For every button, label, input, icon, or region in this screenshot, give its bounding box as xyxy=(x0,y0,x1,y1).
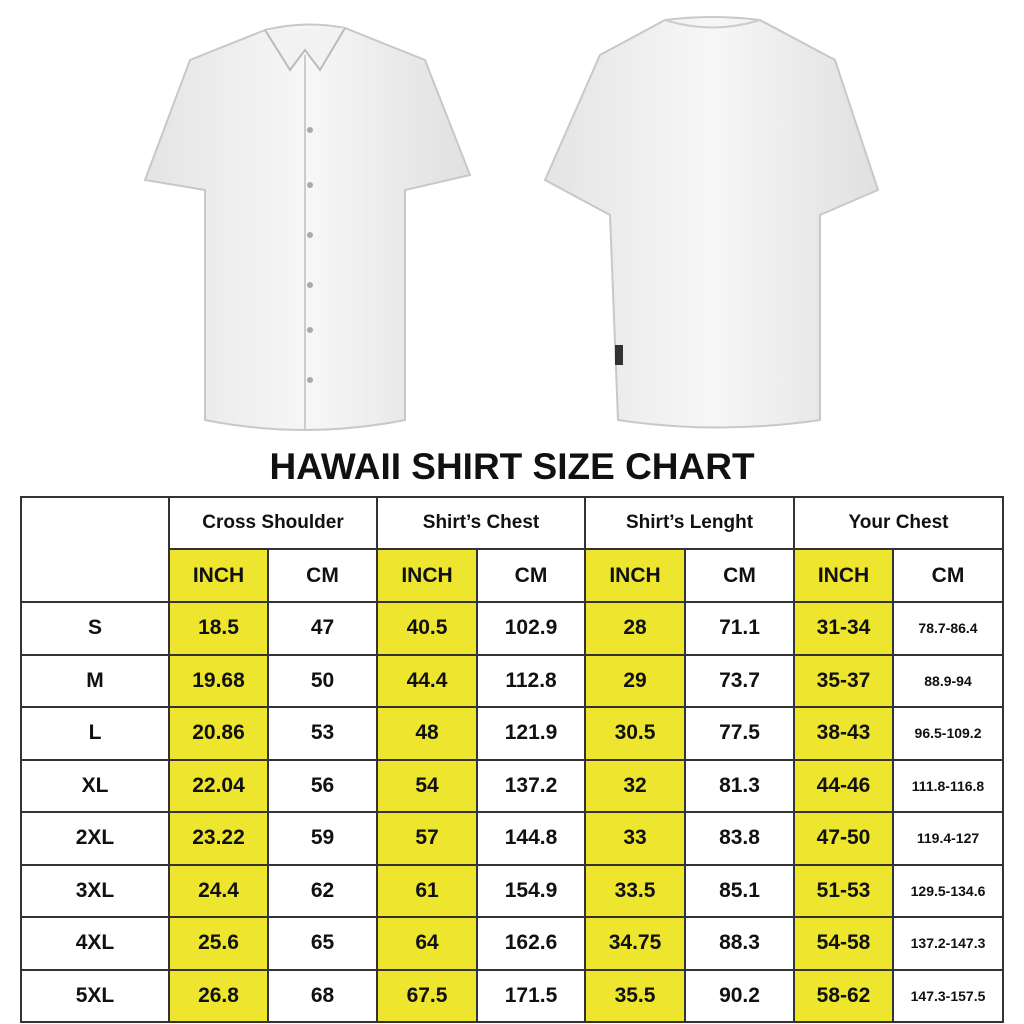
cm-value: 119.4-127 xyxy=(892,811,1005,866)
table-row: 3XL 24.4 62 61 154.9 33.5 85.1 51-53 129.5-134.6 xyxy=(20,863,1005,918)
cm-value: 162.6 xyxy=(476,916,587,971)
cm-value: 85.1 xyxy=(684,863,796,918)
table-row: 2XL 23.22 59 57 144.8 33 83.8 47-50 119.4-127 xyxy=(20,811,1005,866)
shirt-back-image xyxy=(543,16,880,429)
inch-value: 58-62 xyxy=(793,968,895,1023)
inch-value: 35-37 xyxy=(793,653,895,708)
size-label: 3XL xyxy=(20,863,170,918)
inch-value: 61 xyxy=(376,863,479,918)
chart-title: HAWAII SHIRT SIZE CHART xyxy=(269,446,755,487)
size-label: 5XL xyxy=(20,968,170,1023)
unit-header-cm: CM xyxy=(266,548,379,603)
cm-value: 73.7 xyxy=(684,653,796,708)
inch-value: 40.5 xyxy=(376,601,479,656)
unit-header-inch: INCH xyxy=(376,548,479,603)
size-label: 4XL xyxy=(20,916,170,971)
size-label: L xyxy=(20,706,170,761)
unit-header-cm: CM xyxy=(476,548,587,603)
inch-value: 44.4 xyxy=(376,653,479,708)
cm-value: 88.9-94 xyxy=(892,653,1005,708)
inch-value: 67.5 xyxy=(376,968,479,1023)
group-header: Shirt’s Lenght xyxy=(584,496,796,550)
inch-value: 19.68 xyxy=(168,653,269,708)
cm-value: 111.8-116.8 xyxy=(892,758,1005,813)
inch-value: 33.5 xyxy=(584,863,687,918)
cm-value: 65 xyxy=(266,916,379,971)
size-label: S xyxy=(20,601,170,656)
shirt-images xyxy=(143,16,880,431)
size-label: M xyxy=(20,653,170,708)
cm-value: 154.9 xyxy=(476,863,587,918)
inch-value: 57 xyxy=(376,811,479,866)
group-header: Shirt’s Chest xyxy=(376,496,587,550)
inch-value: 44-46 xyxy=(793,758,895,813)
inch-value: 20.86 xyxy=(168,706,269,761)
cm-value: 90.2 xyxy=(684,968,796,1023)
size-label: 2XL xyxy=(20,811,170,866)
table-row: S 18.5 47 40.5 102.9 28 71.1 31-34 78.7-86.4 xyxy=(20,601,1005,656)
table-row: XL 22.04 56 54 137.2 32 81.3 44-46 111.8-116.8 xyxy=(20,758,1005,813)
table-row: 5XL 26.8 68 67.5 171.5 35.5 90.2 58-62 147.3-157… xyxy=(20,968,1005,1023)
cm-value: 53 xyxy=(266,706,379,761)
inch-value: 54 xyxy=(376,758,479,813)
cm-value: 147.3-157.5 xyxy=(892,968,1005,1023)
size-chart-table: Cross Shoulder Shirt’s Chest Shirt’s Len… xyxy=(20,496,1005,1023)
unit-header-inch: INCH xyxy=(168,548,269,603)
unit-header-cm: CM xyxy=(892,548,1005,603)
size-label: XL xyxy=(20,758,170,813)
cm-value: 112.8 xyxy=(476,653,587,708)
inch-value: 38-43 xyxy=(793,706,895,761)
cm-value: 102.9 xyxy=(476,601,587,656)
cm-value: 50 xyxy=(266,653,379,708)
cm-value: 81.3 xyxy=(684,758,796,813)
inch-value: 35.5 xyxy=(584,968,687,1023)
inch-value: 29 xyxy=(584,653,687,708)
inch-value: 31-34 xyxy=(793,601,895,656)
inch-value: 23.22 xyxy=(168,811,269,866)
inch-value: 22.04 xyxy=(168,758,269,813)
table-row: M 19.68 50 44.4 112.8 29 73.7 35-37 88.9-94 xyxy=(20,653,1005,708)
cm-value: 59 xyxy=(266,811,379,866)
cm-value: 129.5-134.6 xyxy=(892,863,1005,918)
inch-value: 54-58 xyxy=(793,916,895,971)
cm-value: 47 xyxy=(266,601,379,656)
unit-header-cm: CM xyxy=(684,548,796,603)
unit-header-inch: INCH xyxy=(793,548,895,603)
corner-cell xyxy=(20,496,170,603)
shirt-front-image xyxy=(143,23,472,431)
inch-value: 30.5 xyxy=(584,706,687,761)
inch-value: 32 xyxy=(584,758,687,813)
group-header: Cross Shoulder xyxy=(167,496,379,550)
cm-value: 96.5-109.2 xyxy=(892,706,1005,761)
inch-value: 18.5 xyxy=(168,601,269,656)
inch-value: 51-53 xyxy=(793,863,895,918)
cm-value: 171.5 xyxy=(476,968,587,1023)
unit-header-inch: INCH xyxy=(584,548,687,603)
cm-value: 78.7-86.4 xyxy=(892,601,1005,656)
cm-value: 137.2 xyxy=(476,758,587,813)
inch-value: 47-50 xyxy=(793,811,895,866)
cm-value: 121.9 xyxy=(476,706,587,761)
inch-value: 64 xyxy=(376,916,479,971)
cm-value: 68 xyxy=(266,968,379,1023)
table-row: 4XL 25.6 65 64 162.6 34.75 88.3 54-58 137.2-147.… xyxy=(20,916,1005,971)
inch-value: 26.8 xyxy=(168,968,269,1023)
cm-value: 62 xyxy=(266,863,379,918)
cm-value: 71.1 xyxy=(684,601,796,656)
group-header: Your Chest xyxy=(793,496,1005,550)
inch-value: 34.75 xyxy=(584,916,687,971)
cm-value: 77.5 xyxy=(684,706,796,761)
table-row: L 20.86 53 48 121.9 30.5 77.5 38-43 96.5-109.2 xyxy=(20,706,1005,761)
inch-value: 33 xyxy=(584,811,687,866)
inch-value: 28 xyxy=(584,601,687,656)
inch-value: 24.4 xyxy=(168,863,269,918)
inch-value: 25.6 xyxy=(168,916,269,971)
cm-value: 144.8 xyxy=(476,811,587,866)
cm-value: 137.2-147.3 xyxy=(892,916,1005,971)
inch-value: 48 xyxy=(376,706,479,761)
cm-value: 56 xyxy=(266,758,379,813)
cm-value: 88.3 xyxy=(684,916,796,971)
cm-value: 83.8 xyxy=(684,811,796,866)
